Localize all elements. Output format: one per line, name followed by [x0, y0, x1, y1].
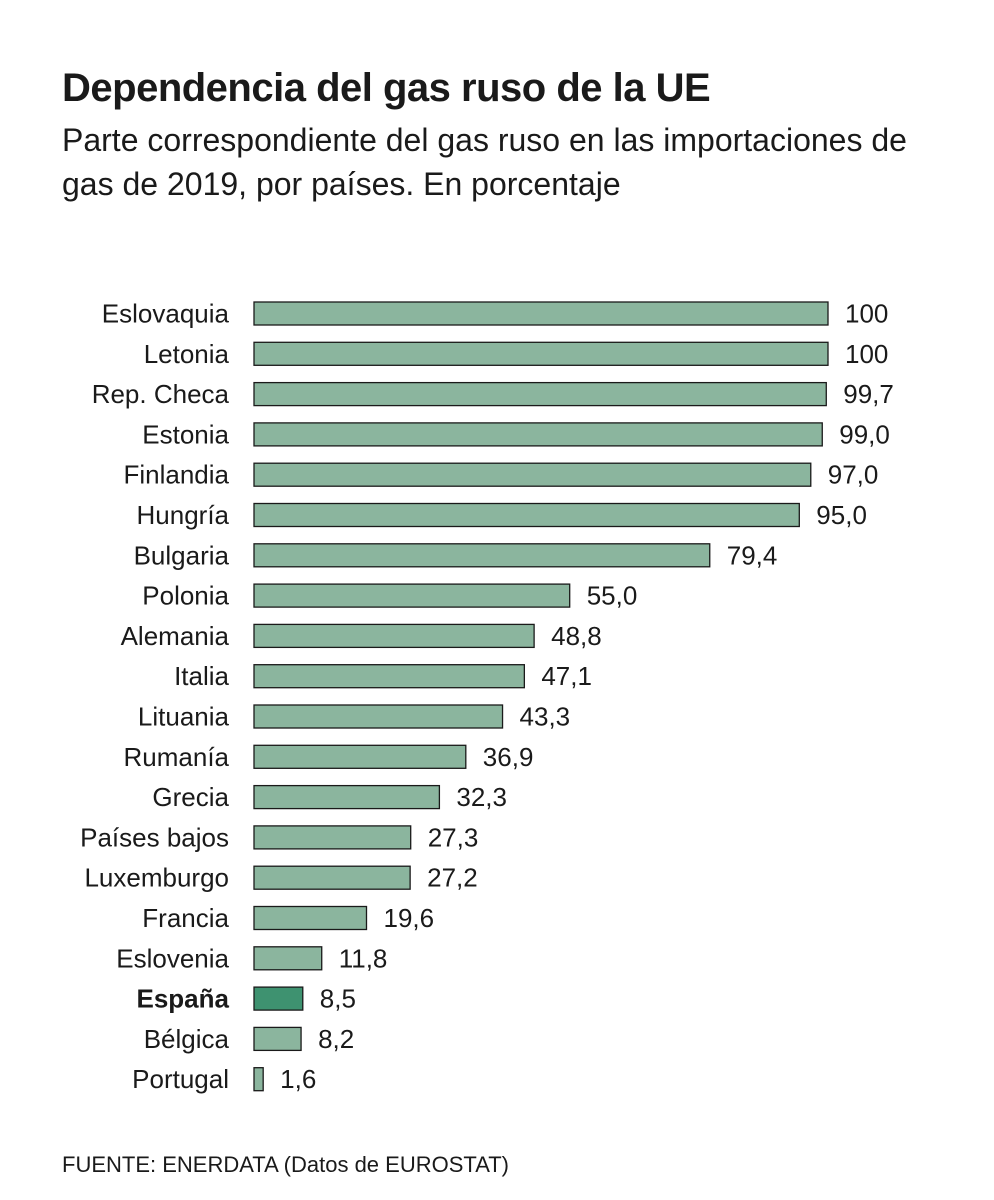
bar-highlight: [253, 986, 304, 1011]
category-label: Países bajos: [80, 822, 229, 852]
chart-subtitle: Parte correspondiente del gas ruso en la…: [62, 122, 907, 202]
value-label: 100: [845, 299, 888, 329]
bar-chart: Eslovaquia 100 Letonia 100 Rep. Checa 99,7 Est…: [80, 299, 894, 1095]
category-label: Lituania: [138, 702, 230, 732]
category-label: Portugal: [132, 1064, 229, 1094]
value-label: 55,0: [587, 581, 638, 611]
bar: [253, 462, 812, 487]
category-label: Bulgaria: [134, 540, 230, 570]
category-label: Estonia: [142, 419, 229, 449]
bar: [253, 905, 368, 931]
bar: [253, 543, 711, 568]
category-label: Italia: [174, 661, 229, 691]
value-label: 100: [845, 339, 888, 369]
bar: [253, 865, 411, 890]
value-label: 99,0: [839, 419, 890, 449]
value-label: 8,5: [320, 984, 356, 1014]
bar: [253, 664, 526, 689]
value-label: 11,8: [339, 943, 388, 973]
category-label: Finlandia: [123, 460, 229, 490]
bar: [253, 744, 467, 769]
bar: [253, 704, 504, 729]
bar: [253, 341, 829, 366]
value-label: 8,2: [318, 1024, 354, 1054]
value-label: 97,0: [828, 460, 879, 490]
bar: [253, 583, 571, 608]
category-label: Polonia: [142, 581, 229, 611]
category-label: Rumanía: [124, 742, 230, 772]
category-label: Bélgica: [144, 1024, 230, 1054]
value-label: 79,4: [727, 540, 778, 570]
category-label: Alemania: [121, 621, 230, 651]
bar: [253, 784, 441, 810]
category-label: Rep. Checa: [92, 379, 230, 409]
value-label: 99,7: [843, 379, 894, 409]
value-label: 27,2: [427, 863, 478, 893]
category-label: Eslovenia: [116, 943, 229, 973]
value-label: 36,9: [483, 742, 534, 772]
category-label: Francia: [142, 903, 229, 933]
value-label: 48,8: [551, 621, 602, 651]
bar: [253, 946, 323, 971]
category-label: Hungría: [137, 500, 230, 530]
chart-title: Dependencia del gas ruso de la UE: [62, 66, 711, 110]
category-label: Luxemburgo: [84, 863, 229, 893]
category-label: España: [137, 984, 230, 1014]
source-note: FUENTE: ENERDATA (Datos de EUROSTAT): [62, 1152, 509, 1177]
value-label: 27,3: [428, 822, 479, 852]
value-label: 1,6: [280, 1064, 316, 1094]
value-label: 43,3: [520, 702, 571, 732]
bar: [253, 381, 827, 407]
bar: [253, 301, 829, 326]
value-label: 95,0: [816, 500, 867, 530]
bar: [253, 825, 412, 850]
category-label: Letonia: [144, 339, 230, 369]
value-label: 47,1: [541, 661, 592, 691]
bar: [253, 1067, 264, 1092]
value-label: 19,6: [384, 903, 435, 933]
bar: [253, 1026, 302, 1052]
bar: [253, 502, 800, 528]
bar: [253, 422, 823, 447]
value-label: 32,3: [456, 782, 507, 812]
bar: [253, 623, 535, 649]
category-label: Eslovaquia: [102, 299, 230, 329]
category-label: Grecia: [152, 782, 229, 812]
